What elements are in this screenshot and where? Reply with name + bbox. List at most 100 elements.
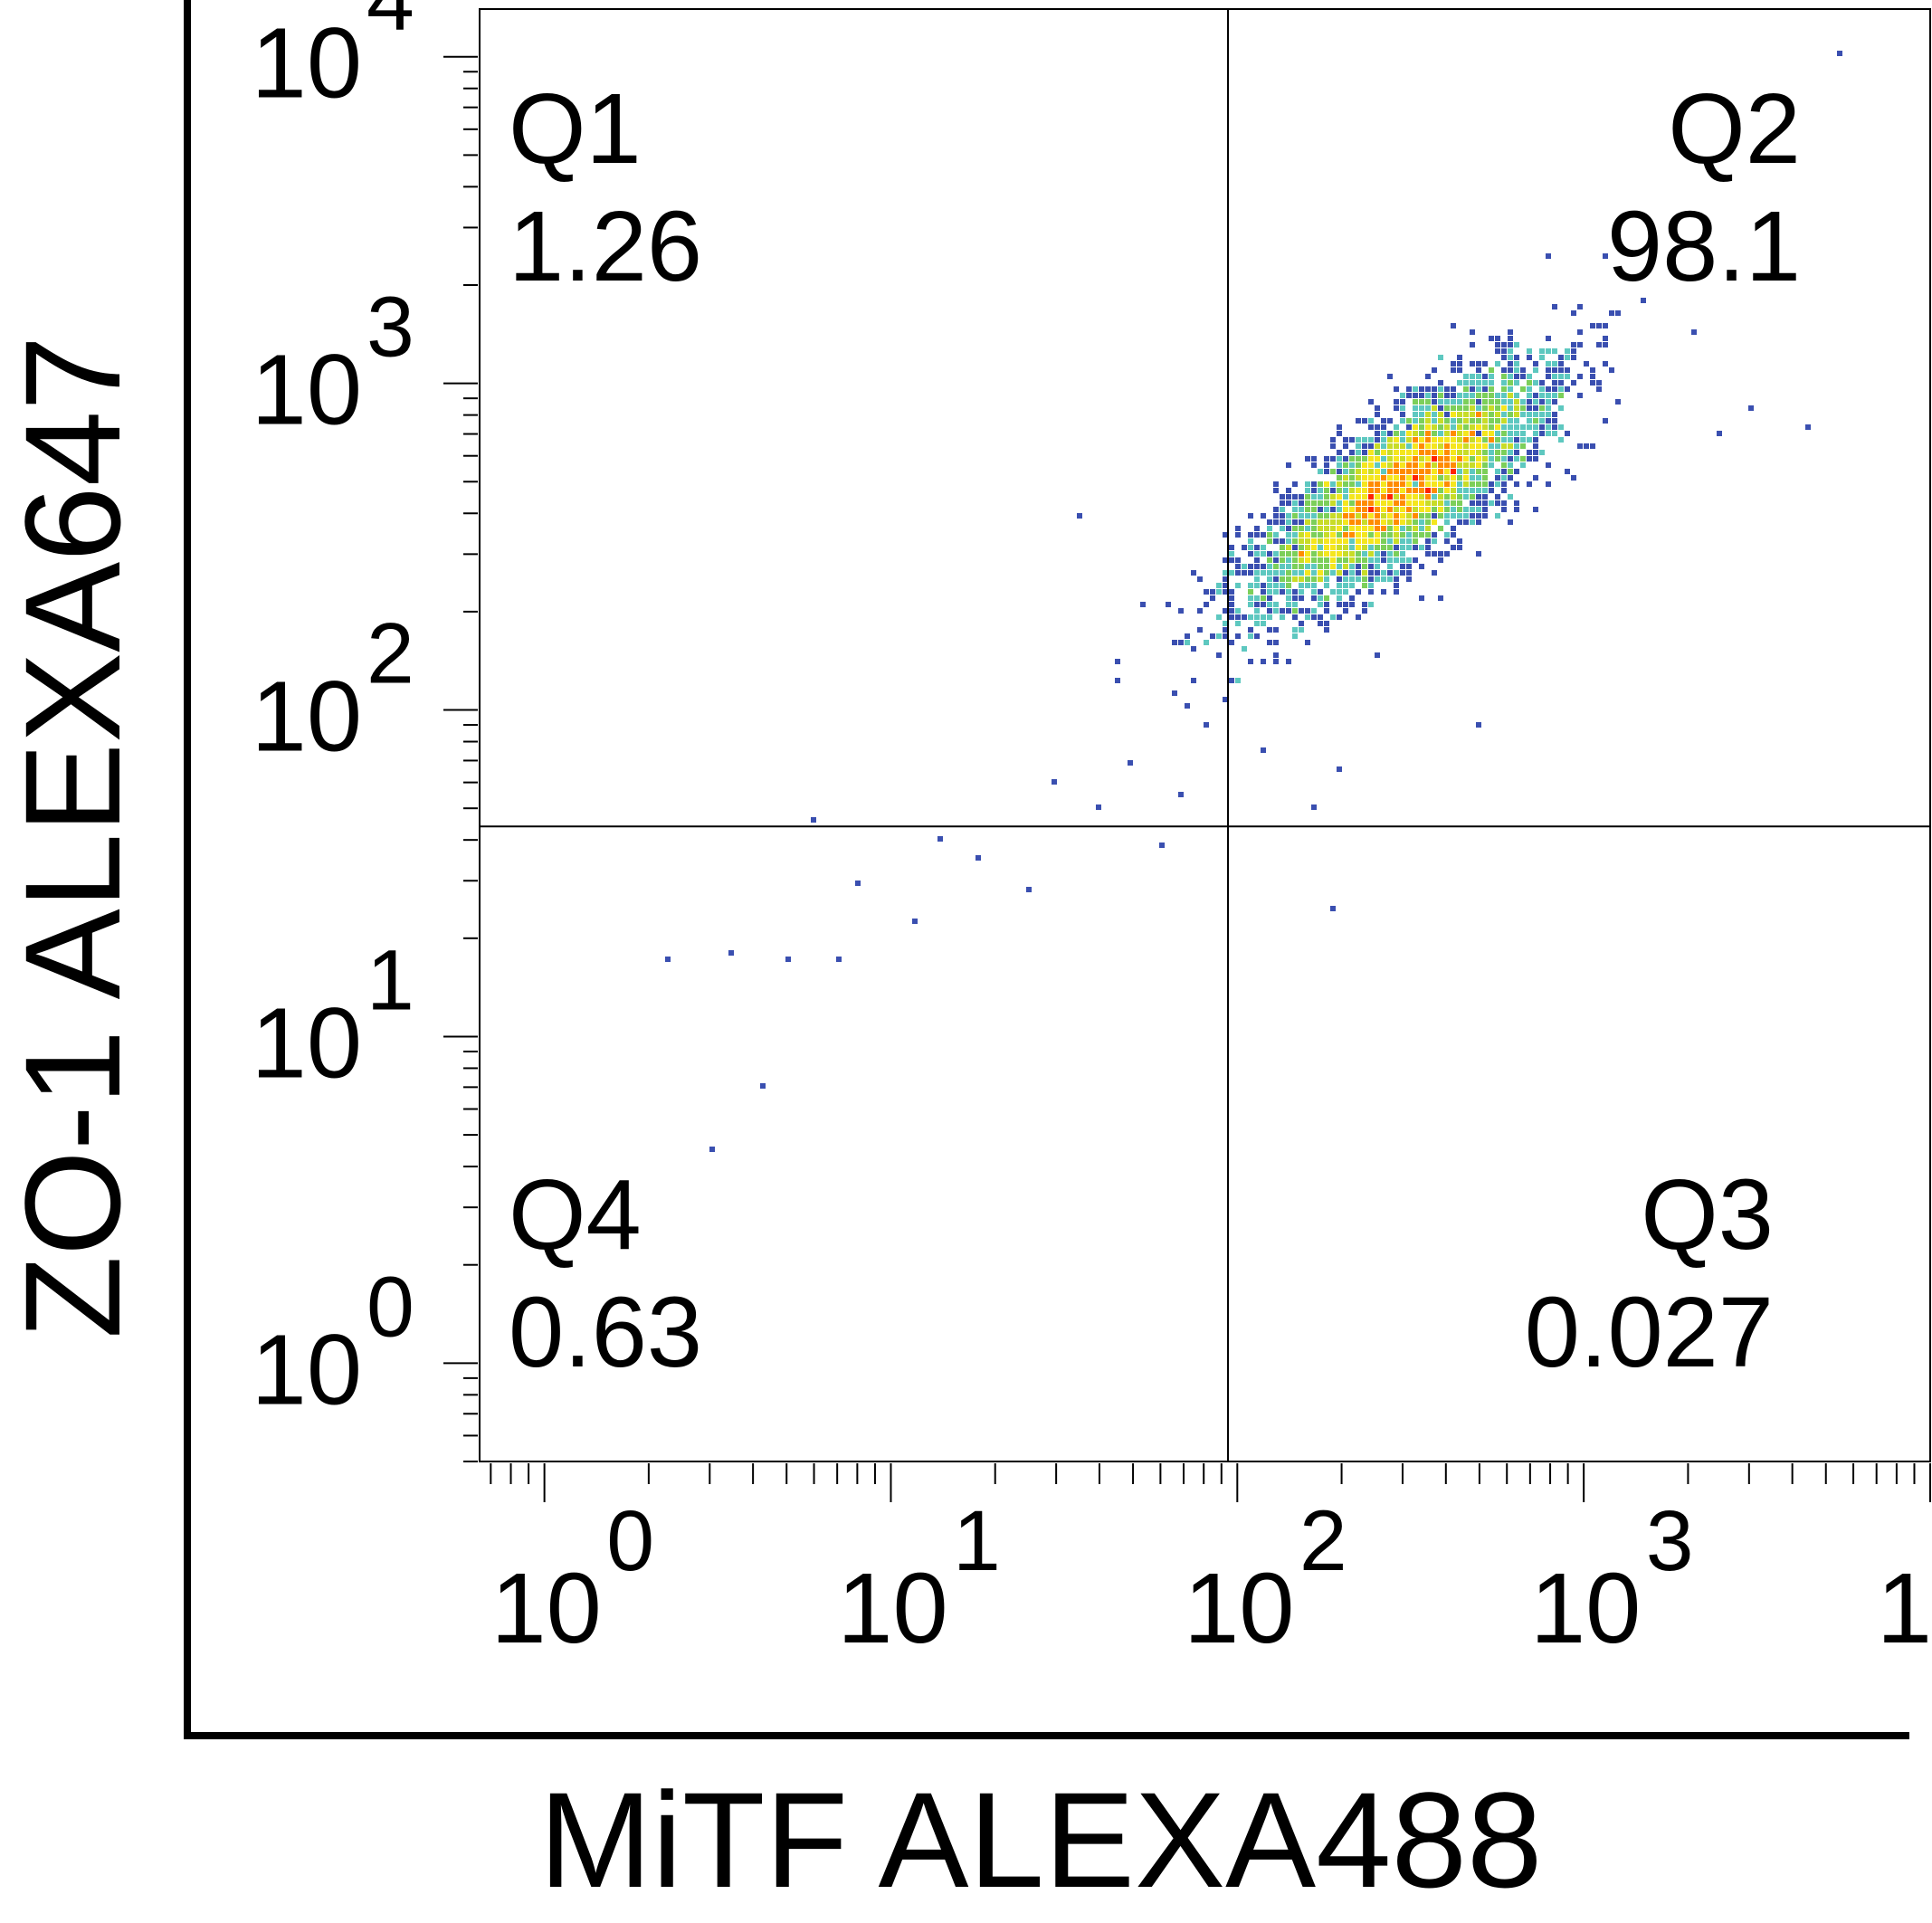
event-dot bbox=[1305, 608, 1310, 614]
event-dot bbox=[1501, 456, 1507, 462]
event-dot bbox=[1299, 583, 1304, 588]
event-dot bbox=[1362, 469, 1367, 474]
event-dot bbox=[1356, 614, 1361, 620]
event-dot bbox=[1375, 494, 1380, 500]
event-dot bbox=[1641, 298, 1646, 303]
event-dot bbox=[1387, 576, 1393, 582]
event-dot bbox=[1463, 437, 1469, 443]
event-dot bbox=[1216, 583, 1222, 588]
event-dot bbox=[1546, 399, 1551, 405]
event-dot bbox=[1362, 475, 1367, 481]
event-dot bbox=[1337, 462, 1342, 468]
event-dot bbox=[1362, 443, 1367, 449]
event-dot bbox=[1476, 500, 1481, 506]
event-dot bbox=[1343, 589, 1348, 595]
event-dot bbox=[1235, 564, 1241, 569]
event-dot bbox=[1463, 519, 1469, 525]
event-dot bbox=[1451, 513, 1456, 519]
event-dot bbox=[1387, 456, 1393, 462]
event-dot bbox=[1394, 583, 1399, 588]
event-dot bbox=[1394, 570, 1399, 576]
event-dot bbox=[1508, 393, 1513, 398]
svg-text:0.63: 0.63 bbox=[509, 1277, 702, 1388]
event-dot bbox=[1330, 481, 1336, 487]
event-dot bbox=[1489, 386, 1494, 392]
y-tick-label: 100 bbox=[252, 1259, 414, 1425]
event-dot bbox=[1362, 488, 1367, 493]
event-dot bbox=[1356, 481, 1361, 487]
event-dot bbox=[1514, 355, 1519, 360]
event-dot bbox=[1368, 583, 1374, 588]
event-dot bbox=[1444, 437, 1450, 443]
event-dot bbox=[1438, 494, 1443, 500]
event-dot bbox=[1413, 456, 1418, 462]
event-dot bbox=[1406, 564, 1412, 569]
event-dot bbox=[1349, 564, 1355, 569]
event-dot bbox=[1280, 557, 1285, 563]
event-dot bbox=[1400, 443, 1405, 449]
event-dot bbox=[1596, 380, 1602, 386]
event-dot bbox=[1495, 431, 1500, 436]
event-dot bbox=[1495, 412, 1500, 417]
event-dot bbox=[1514, 418, 1519, 424]
event-dot bbox=[1533, 380, 1538, 386]
event-dot bbox=[1280, 589, 1285, 595]
event-dot bbox=[1470, 374, 1475, 379]
x-tick-label: 104 bbox=[1877, 1553, 1932, 1664]
event-dot bbox=[1406, 557, 1412, 563]
event-dot bbox=[1343, 513, 1348, 519]
event-dot bbox=[1248, 545, 1253, 550]
event-dot bbox=[1501, 405, 1507, 411]
event-dot bbox=[1248, 570, 1253, 576]
event-dot bbox=[1292, 627, 1298, 633]
event-dot bbox=[1387, 557, 1393, 563]
event-dot bbox=[1419, 418, 1424, 424]
event-dot bbox=[1489, 412, 1494, 417]
event-dot bbox=[1495, 443, 1500, 449]
event-dot bbox=[1292, 538, 1298, 544]
event-dot bbox=[1330, 500, 1336, 506]
event-dot bbox=[1425, 456, 1431, 462]
event-dot bbox=[1444, 399, 1450, 405]
event-dot bbox=[1318, 557, 1323, 563]
event-dot bbox=[1368, 507, 1374, 512]
event-dot bbox=[1539, 393, 1545, 398]
event-dot bbox=[1432, 551, 1437, 557]
event-dot bbox=[1356, 526, 1361, 531]
event-dot bbox=[1248, 532, 1253, 538]
event-dot bbox=[1330, 513, 1336, 519]
event-dot bbox=[1394, 532, 1399, 538]
event-dot bbox=[1280, 526, 1285, 531]
event-dot bbox=[1539, 348, 1545, 354]
event-dot bbox=[1482, 494, 1488, 500]
event-dot bbox=[1267, 564, 1272, 569]
event-dot bbox=[912, 919, 918, 924]
event-dot bbox=[1362, 551, 1367, 557]
event-dot bbox=[1387, 526, 1393, 531]
event-dot bbox=[1451, 532, 1456, 538]
event-dot bbox=[1413, 424, 1418, 430]
event-dot bbox=[1514, 405, 1519, 411]
event-dot bbox=[1267, 557, 1272, 563]
event-dot bbox=[1489, 367, 1494, 373]
event-dot bbox=[1311, 532, 1317, 538]
event-dot bbox=[1609, 367, 1614, 373]
event-dot bbox=[665, 957, 671, 962]
event-dot bbox=[1413, 386, 1418, 392]
event-dot bbox=[1406, 488, 1412, 493]
event-dot bbox=[1337, 602, 1342, 607]
event-dot bbox=[1235, 557, 1241, 563]
event-dot bbox=[1444, 475, 1450, 481]
event-dot bbox=[1514, 424, 1519, 430]
event-dot bbox=[1438, 424, 1443, 430]
event-dot bbox=[1400, 405, 1405, 411]
event-dot bbox=[1318, 519, 1323, 525]
event-dot bbox=[1337, 576, 1342, 582]
event-dot bbox=[1457, 488, 1462, 493]
event-dot bbox=[1406, 570, 1412, 576]
event-dot bbox=[1495, 500, 1500, 506]
event-dot bbox=[1508, 399, 1513, 405]
event-dot bbox=[1356, 494, 1361, 500]
event-dot bbox=[1394, 488, 1399, 493]
event-dot bbox=[1248, 538, 1253, 544]
